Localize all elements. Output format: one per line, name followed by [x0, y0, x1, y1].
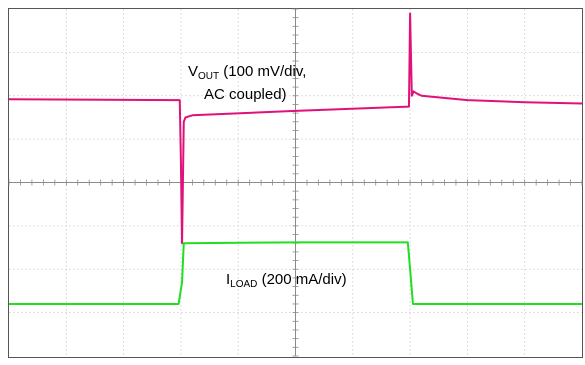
- trace-vout: [8, 12, 583, 245]
- iload-annotation: ILOAD (200 mA/div): [226, 271, 347, 290]
- vout-annotation: VOUT (100 mV/div,: [188, 63, 306, 82]
- grid: [8, 8, 583, 357]
- vout-annotation-line2: AC coupled): [204, 86, 287, 103]
- trace-iload: [9, 241, 582, 305]
- traces: [8, 12, 583, 305]
